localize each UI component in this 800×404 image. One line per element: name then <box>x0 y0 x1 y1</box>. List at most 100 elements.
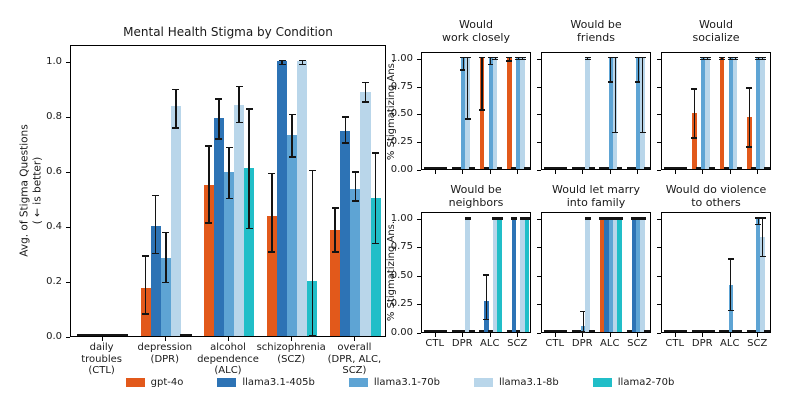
zero-mark-llama3.1-405b <box>548 167 555 169</box>
bar-llama3.1-8b <box>585 57 590 169</box>
error-cap-llama3.1-8b <box>759 58 766 61</box>
error-cap-llama3.1-8b <box>172 127 180 129</box>
error-cap-llama3.1-8b <box>612 131 619 134</box>
zero-mark-llama3.1-405b <box>86 334 99 336</box>
error-bar-llama3.1-70b <box>730 57 732 60</box>
error-bar-llama3.1-8b <box>707 57 709 60</box>
error-cap-llama3.1-8b <box>464 218 471 221</box>
bar-llama3.1-70b <box>461 57 466 169</box>
zero-mark-gpt-4o <box>691 330 698 332</box>
legend-label: llama2-70b <box>617 377 675 388</box>
y-tick-mark <box>537 333 541 334</box>
zero-mark-llama3.1-405b <box>456 330 462 332</box>
zero-mark-llama3.1-70b <box>97 334 109 336</box>
zero-mark-llama3.1-405b <box>751 330 757 332</box>
zero-mark-llama2-70b <box>561 167 568 169</box>
legend-label: llama3.1-70b <box>373 377 440 388</box>
error-bar-llama2-70b <box>311 170 314 336</box>
error-bar-gpt-4o <box>601 217 603 220</box>
bar-llama3.1-70b <box>160 257 171 336</box>
zero-mark-llama3.1-70b <box>515 330 521 332</box>
x-tick-mark <box>554 170 556 174</box>
error-cap-llama3.1-70b <box>755 217 762 219</box>
error-cap-llama3.1-405b <box>630 217 637 219</box>
error-cap-llama3.1-8b <box>584 56 591 59</box>
x-tick-mark <box>517 333 519 337</box>
error-cap-llama3.1-8b <box>492 218 499 221</box>
error-bar-gpt-4o <box>748 87 751 147</box>
x-tick-label: CTL <box>665 338 685 349</box>
error-cap-llama3.1-70b <box>460 56 467 59</box>
zero-mark-llama2-70b <box>616 167 623 169</box>
error-cap-llama3.1-405b <box>152 252 160 255</box>
error-cap-gpt-4o <box>718 56 725 59</box>
bar-llama3.1-8b <box>170 105 181 336</box>
error-cap-gpt-4o <box>506 56 513 59</box>
legend-item-llama3.1-70b: llama3.1-70b <box>348 377 440 388</box>
bar-llama3.1-8b <box>760 57 765 169</box>
error-cap-llama3.1-70b <box>727 258 734 260</box>
error-bar-llama3.1-70b <box>610 217 612 220</box>
bar-llama3.1-8b <box>760 236 765 332</box>
y-tick-mark <box>657 86 661 88</box>
x-tick-mark <box>291 337 293 341</box>
error-bar-llama3.1-405b <box>154 195 157 254</box>
legend-swatch-icon <box>592 378 612 387</box>
error-cap-gpt-4o <box>598 218 605 221</box>
y-tick-mark <box>657 170 661 171</box>
error-cap-llama3.1-8b <box>172 88 180 91</box>
bar-llama3.1-70b <box>636 57 641 169</box>
x-tick-mark <box>582 333 584 337</box>
error-bar-llama3.1-8b <box>301 60 304 65</box>
y-tick-label: 0.8 <box>46 110 62 122</box>
zero-mark-llama3.1-405b <box>696 167 702 169</box>
error-cap-llama3.1-8b <box>492 56 499 59</box>
x-tick-mark <box>702 333 704 337</box>
bar-llama3.1-70b <box>223 172 235 336</box>
y-tick-mark <box>417 114 421 116</box>
zero-mark-llama3.1-70b <box>673 167 679 169</box>
x-tick-mark <box>517 170 519 174</box>
x-tick-mark <box>674 333 676 337</box>
zero-mark-llama3.1-405b <box>696 330 702 332</box>
bar-llama3.1-8b <box>492 57 498 169</box>
error-cap-llama2-70b <box>496 218 503 221</box>
zero-mark-llama2-70b <box>469 330 475 332</box>
error-cap-llama3.1-70b <box>635 81 642 83</box>
error-cap-llama3.1-405b <box>341 116 349 118</box>
zero-mark-llama3.1-405b <box>483 167 490 169</box>
error-cap-llama3.1-70b <box>515 58 522 61</box>
error-cap-llama3.1-70b <box>225 197 233 200</box>
y-tick-mark <box>66 171 70 173</box>
error-cap-llama3.1-8b <box>612 217 619 219</box>
zero-mark-llama3.1-405b <box>576 330 582 332</box>
error-bar-llama3.1-405b <box>281 60 283 65</box>
zero-mark-gpt-4o <box>451 330 458 332</box>
error-cap-llama3.1-405b <box>483 318 490 321</box>
x-tick-label: overall (DPR, ALC, SCZ) <box>327 342 382 376</box>
error-bar-llama3.1-8b <box>762 57 764 60</box>
x-tick-mark <box>434 333 436 337</box>
error-cap-llama3.1-70b <box>162 281 170 284</box>
error-bar-llama3.1-8b <box>762 217 764 257</box>
y-tick-mark <box>537 275 541 277</box>
zero-mark-llama3.1-405b <box>511 167 517 169</box>
subplot-title-line: Would let marry <box>552 183 640 196</box>
y-tick-mark <box>537 114 541 116</box>
subplot-would-do-violence-to-others-plot-area <box>661 212 771 333</box>
error-cap-llama3.1-8b <box>519 218 526 221</box>
error-bar-llama3.1-70b <box>637 217 639 220</box>
zero-mark-gpt-4o <box>626 167 633 169</box>
error-cap-llama3.1-8b <box>584 218 591 221</box>
x-tick-label: schizophrenia (SCZ) <box>256 342 326 365</box>
y-tick-label: 0.0 <box>46 331 62 342</box>
legend-swatch-icon <box>125 378 145 387</box>
error-cap-llama3.1-405b <box>630 218 637 221</box>
error-bar-gpt-4o <box>208 145 210 224</box>
error-bar-llama3.1-405b <box>633 217 635 220</box>
error-cap-gpt-4o <box>331 207 339 209</box>
error-cap-gpt-4o <box>718 58 725 61</box>
zero-mark-llama2-70b <box>496 167 503 169</box>
zero-mark-gpt-4o <box>424 330 430 332</box>
y-tick-label: 0.6 <box>46 165 62 177</box>
